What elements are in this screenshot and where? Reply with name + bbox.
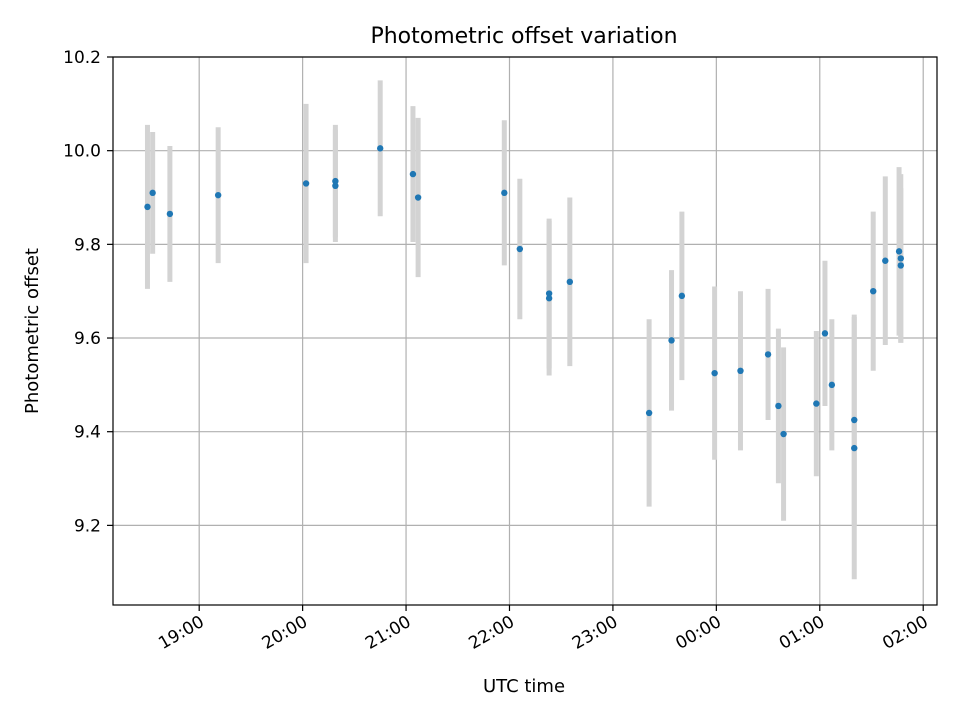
y-tick-label: 9.2: [74, 516, 101, 536]
data-point: [897, 262, 904, 269]
y-tick-label: 10.2: [63, 48, 101, 68]
data-point: [545, 290, 553, 297]
data-point: [711, 369, 718, 377]
data-point: [214, 191, 222, 199]
data-point: [895, 248, 903, 255]
x-axis-label: UTC time: [483, 676, 565, 697]
data-point: [813, 400, 820, 407]
data-point: [780, 430, 787, 438]
data-point: [376, 145, 384, 152]
data-point: [144, 203, 151, 211]
data-point: [149, 189, 156, 197]
data-point: [737, 367, 744, 375]
data-point: [409, 170, 417, 178]
data-point: [414, 194, 422, 201]
data-point: [678, 292, 686, 300]
data-point: [764, 351, 772, 358]
data-point: [775, 402, 782, 410]
data-point: [821, 330, 829, 337]
y-tick-label: 9.4: [74, 423, 101, 443]
data-point: [332, 182, 339, 190]
y-tick-label: 10.0: [63, 142, 101, 162]
grid-lines: [113, 56, 937, 605]
data-point: [516, 245, 524, 253]
data-point: [566, 278, 574, 286]
data-point: [828, 381, 836, 389]
data-point: [645, 409, 653, 417]
data-point: [166, 210, 174, 218]
data-point: [851, 416, 858, 424]
data-point: [851, 444, 858, 452]
data-point: [668, 337, 675, 344]
chart-title: Photometric offset variation: [370, 24, 677, 49]
data-point: [882, 257, 889, 264]
data-point: [332, 177, 339, 185]
data-point: [501, 189, 508, 197]
y-axis-label: Photometric offset: [22, 248, 43, 414]
y-tick-label: 9.8: [74, 235, 101, 255]
data-point: [897, 255, 904, 262]
plot-frame: [112, 56, 938, 606]
data-point: [870, 287, 877, 295]
data-points: [144, 145, 904, 452]
data-point: [545, 295, 553, 302]
y-tick-label: 9.6: [74, 329, 101, 349]
data-point: [302, 180, 310, 187]
y-axis-ticks: 9.2 9.4 9.6 9.8 10.0 10.2: [63, 48, 113, 536]
